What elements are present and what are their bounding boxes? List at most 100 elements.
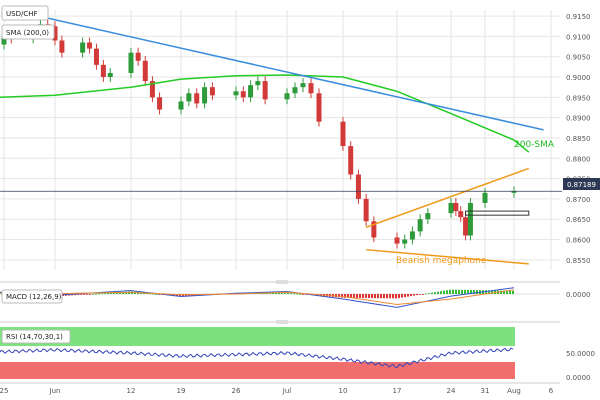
macd-histogram-bar [389, 294, 391, 299]
candle-body [194, 93, 200, 104]
macd-histogram-bar [347, 294, 349, 298]
macd-histogram-bar [446, 290, 448, 294]
macd-histogram-bar [401, 294, 403, 298]
x-tick-label: 12 [127, 387, 136, 395]
candle-body [340, 121, 346, 147]
macd-histogram-bar [149, 293, 151, 295]
candle-body [186, 93, 192, 102]
candle-body [409, 231, 415, 240]
macd-histogram-bar [302, 294, 304, 295]
rsi-resize-handle[interactable] [276, 320, 288, 324]
candle-body [142, 60, 148, 82]
macd-histogram-bar [407, 294, 409, 297]
macd-histogram-bar [362, 294, 364, 299]
current-price-badge [563, 178, 600, 190]
x-axis: 25 Jun 12 19 26 Jul 10 17 24 31 Aug 6 [0, 382, 560, 395]
rsi-label-bg [1, 329, 71, 344]
macd-histogram-bar [281, 292, 283, 294]
macd-signal-line [0, 289, 515, 306]
price-ytick: 0.9100 [566, 33, 591, 41]
macd-histogram-bar [107, 293, 109, 294]
macd-histogram-bar [155, 294, 157, 295]
macd-histogram-bar [293, 293, 295, 295]
support-zone-box [465, 210, 530, 216]
candle-body [80, 42, 86, 53]
macd-histogram-bar [461, 289, 463, 294]
macd-histogram-bar [485, 290, 487, 294]
sma-label: SMA (200,0) [6, 29, 49, 37]
macd-histogram-bar [74, 294, 76, 296]
price-ytick: 0.8950 [566, 94, 591, 102]
macd-histogram-bar [413, 294, 415, 296]
rsi-oversold-zone [0, 362, 515, 379]
macd-histogram-bar [116, 292, 118, 294]
symbol-label-bg [1, 5, 49, 21]
macd-histogram-bar [290, 293, 292, 294]
macd-histogram-bar [452, 289, 454, 294]
macd-histogram-bar [428, 293, 430, 294]
macd-histogram-bar [122, 292, 124, 294]
candle-body [417, 219, 423, 232]
candle-body [371, 221, 377, 238]
x-tick-label: 25 [0, 387, 8, 395]
candle-body [316, 93, 322, 122]
rsi-panel: RSI (14,70,30,1) 50.0000 0.0000 [0, 320, 595, 382]
candle-body [100, 64, 106, 78]
annotation-bearish-megaphone: Bearish megaphone [396, 256, 487, 266]
macd-histogram-bar [398, 294, 400, 299]
macd-panel: MACD (12,26,9) 0.0000 [0, 280, 591, 320]
rsi-ytick-50: 50.0000 [566, 350, 595, 358]
macd-histogram-bar [86, 294, 88, 295]
candle-body [202, 87, 208, 104]
macd-histogram-bar [443, 290, 445, 294]
candle-body [300, 83, 306, 88]
candle-body [209, 87, 215, 96]
macd-histogram-bar [449, 289, 451, 294]
candle-body [394, 237, 400, 244]
macd-histogram-bar [434, 292, 436, 294]
macd-ytick-0: 0.0000 [566, 291, 591, 299]
macd-histogram-bar [509, 290, 511, 294]
macd-histogram-bar [113, 292, 115, 294]
rsi-line [0, 347, 514, 369]
macd-histogram-bar [98, 293, 100, 295]
macd-histogram-bar [377, 294, 379, 299]
macd-plot-area [0, 284, 560, 320]
macd-histogram-bar [344, 294, 346, 298]
candle-body [128, 52, 134, 73]
candle-body [348, 146, 354, 175]
macd-histogram-bar [287, 292, 289, 294]
current-price-label: 0.87189 [567, 181, 596, 189]
x-tick-label: Aug [507, 387, 521, 395]
macd-histogram-bar [92, 294, 94, 295]
macd-histogram-bar [296, 293, 298, 295]
macd-histogram-bar [152, 293, 154, 295]
macd-histogram-bar [341, 294, 343, 298]
macd-histogram-bar [473, 290, 475, 294]
candle-body [178, 101, 184, 110]
x-tick-label: Jun [49, 387, 61, 395]
macd-histogram-bar [365, 294, 367, 299]
macd-histogram-bar [95, 293, 97, 295]
candle-body [463, 217, 469, 236]
x-tick-label: 6 [549, 387, 554, 395]
symbol-label: USD/CHF [6, 10, 38, 18]
trendline-descending [47, 17, 544, 131]
price-ytick: 0.8850 [566, 135, 591, 143]
macd-histogram-bar [275, 292, 277, 294]
macd-resize-handle[interactable] [276, 280, 288, 284]
price-ytick: 0.8550 [566, 257, 591, 265]
candle-body [453, 202, 459, 212]
x-tick-label: 31 [481, 387, 490, 395]
macd-histogram-bar [104, 293, 106, 295]
macd-histogram-bar [125, 291, 127, 294]
macd-histogram-bar [119, 292, 121, 294]
macd-histogram-bar [395, 294, 397, 299]
macd-histogram-bar [386, 294, 388, 299]
candle-body [93, 48, 99, 65]
price-ytick: 0.9150 [566, 13, 591, 21]
macd-histogram-bar [431, 292, 433, 294]
macd-histogram-bar [458, 289, 460, 294]
macd-histogram-bar [368, 294, 370, 299]
